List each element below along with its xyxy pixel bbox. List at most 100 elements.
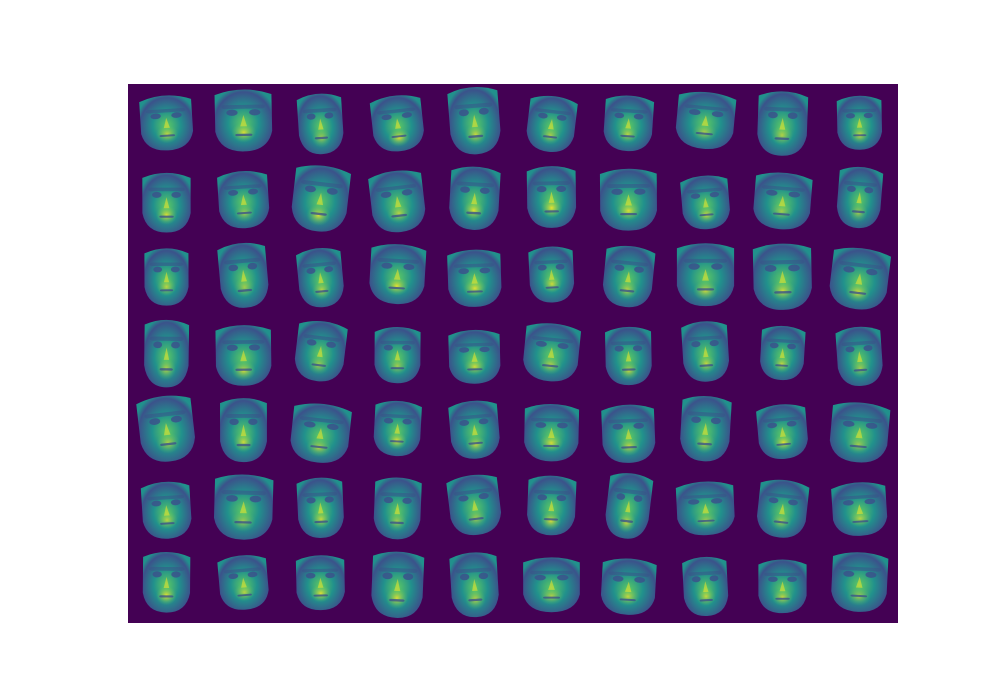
right-eye bbox=[710, 417, 721, 425]
face-thumbnail bbox=[682, 556, 729, 617]
mouth bbox=[619, 289, 635, 293]
left-eye bbox=[688, 109, 701, 115]
right-eye bbox=[864, 187, 874, 194]
nose bbox=[703, 346, 709, 358]
left-eye bbox=[305, 185, 316, 193]
left-eye bbox=[842, 420, 855, 427]
face-highlight bbox=[540, 510, 562, 531]
face-highlight bbox=[385, 587, 409, 609]
face-highlight bbox=[310, 584, 332, 603]
left-eye bbox=[843, 570, 855, 577]
right-eye bbox=[326, 188, 338, 195]
face-thumbnail bbox=[136, 395, 195, 462]
brow-shade bbox=[533, 489, 571, 495]
brow-shade bbox=[839, 261, 883, 270]
face-thumbnail bbox=[373, 477, 422, 540]
nose bbox=[856, 504, 864, 515]
right-eye bbox=[557, 574, 569, 581]
right-eye bbox=[479, 187, 490, 194]
brow-shade bbox=[224, 257, 261, 265]
mouth bbox=[389, 598, 405, 602]
face-highlight bbox=[848, 509, 873, 528]
mouth bbox=[695, 132, 713, 136]
brow-shade bbox=[610, 340, 646, 346]
mouth bbox=[543, 518, 559, 521]
mouth bbox=[621, 446, 637, 449]
nose bbox=[702, 422, 709, 435]
right-eye bbox=[787, 343, 796, 350]
right-eye bbox=[171, 112, 182, 118]
mouth bbox=[699, 364, 714, 367]
nose bbox=[240, 424, 247, 437]
face-highlight bbox=[540, 197, 563, 218]
nose bbox=[856, 117, 863, 128]
face-highlight bbox=[387, 356, 408, 376]
nose bbox=[395, 118, 402, 129]
right-eye bbox=[327, 423, 339, 430]
mouth bbox=[468, 134, 484, 138]
face-thumbnail bbox=[676, 243, 735, 307]
mouth bbox=[543, 596, 561, 599]
right-eye bbox=[710, 498, 723, 504]
face-thumbnail bbox=[144, 248, 189, 306]
mouth bbox=[311, 363, 327, 367]
face-highlight bbox=[539, 587, 565, 605]
face-thumbnail bbox=[599, 168, 657, 231]
face-highlight bbox=[386, 511, 408, 532]
mouth bbox=[159, 215, 174, 218]
face-thumbnail bbox=[296, 93, 344, 155]
face-thumbnail bbox=[526, 95, 578, 152]
left-eye bbox=[383, 344, 393, 351]
face-highlight bbox=[539, 126, 561, 145]
right-eye bbox=[556, 115, 567, 121]
left-eye bbox=[306, 497, 316, 504]
mouth bbox=[620, 212, 638, 216]
brow-shade bbox=[146, 107, 186, 114]
brow-shade bbox=[534, 108, 571, 116]
nose bbox=[394, 578, 401, 592]
right-eye bbox=[478, 418, 489, 425]
face-highlight bbox=[384, 276, 409, 296]
face-highlight bbox=[155, 205, 178, 225]
brow-shade bbox=[148, 187, 185, 192]
mouth bbox=[159, 368, 173, 371]
nose bbox=[239, 501, 247, 514]
face-highlight bbox=[231, 122, 257, 143]
brow-shade bbox=[222, 339, 265, 345]
nose bbox=[548, 191, 555, 203]
nose bbox=[548, 579, 555, 590]
nose bbox=[701, 115, 709, 127]
mouth bbox=[620, 519, 634, 523]
nose bbox=[855, 576, 863, 588]
mouth bbox=[619, 598, 636, 602]
face-thumbnail bbox=[220, 398, 267, 463]
right-eye bbox=[248, 188, 259, 195]
mouth bbox=[774, 137, 790, 140]
left-eye bbox=[614, 264, 625, 271]
nose bbox=[472, 424, 478, 436]
left-eye bbox=[306, 339, 317, 346]
mouth bbox=[466, 290, 483, 293]
right-eye bbox=[632, 345, 643, 352]
nose bbox=[549, 269, 555, 280]
face-thumbnail bbox=[140, 481, 192, 539]
face-highlight bbox=[769, 202, 795, 221]
left-eye bbox=[383, 417, 394, 424]
face-thumbnail bbox=[605, 326, 652, 386]
face-highlight bbox=[234, 276, 256, 298]
nose bbox=[702, 503, 710, 514]
brow-shade bbox=[455, 567, 492, 574]
right-eye bbox=[324, 266, 334, 273]
left-eye bbox=[459, 420, 470, 426]
nose bbox=[395, 196, 402, 208]
face-thumbnail bbox=[605, 473, 654, 539]
right-eye bbox=[787, 576, 797, 582]
left-eye bbox=[458, 268, 469, 275]
brow-shade bbox=[147, 494, 185, 501]
mouth bbox=[388, 286, 405, 290]
brow-shade bbox=[683, 493, 727, 500]
brow-shade bbox=[683, 258, 728, 263]
mouth bbox=[310, 445, 328, 449]
left-eye bbox=[228, 264, 239, 272]
left-eye bbox=[226, 109, 238, 116]
